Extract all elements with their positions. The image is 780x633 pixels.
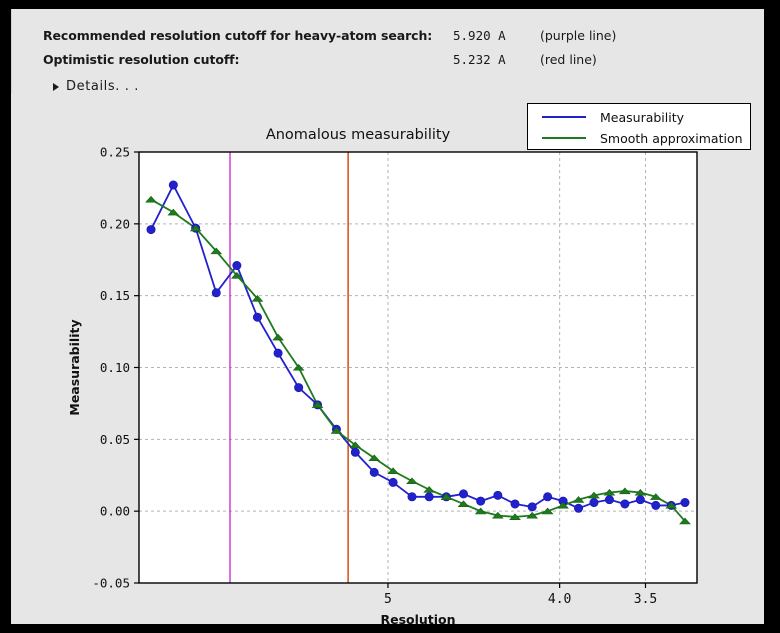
legend-label-measurability: Measurability xyxy=(600,109,685,125)
legend-entry-measurability: Measurability xyxy=(528,106,750,128)
xtick-label: 3.5 xyxy=(634,592,657,607)
marker-measurability xyxy=(424,492,434,502)
marker-measurability xyxy=(294,383,304,393)
marker-measurability xyxy=(168,180,178,190)
marker-measurability xyxy=(510,499,520,509)
marker-measurability xyxy=(543,492,553,502)
ytick-label: 0.10 xyxy=(100,360,130,375)
xtick-label: 5 xyxy=(384,592,392,607)
marker-smooth-approximation xyxy=(619,487,631,495)
marker-measurability xyxy=(620,499,630,509)
marker-measurability xyxy=(574,503,584,513)
marker-smooth-approximation xyxy=(634,488,647,496)
marker-measurability xyxy=(211,288,221,298)
legend-label-smooth-approximation: Smooth approximation xyxy=(600,130,743,146)
ytick-label: -0.05 xyxy=(92,576,130,591)
marker-smooth-approximation xyxy=(210,247,223,255)
marker-smooth-approximation xyxy=(167,208,180,216)
marker-smooth-approximation xyxy=(311,401,324,408)
details-disclosure[interactable]: Details. . . xyxy=(53,79,139,94)
marker-smooth-approximation xyxy=(145,195,157,203)
marker-smooth-approximation xyxy=(665,501,678,509)
optimistic-cutoff-value: 5.232 A xyxy=(453,52,506,67)
marker-smooth-approximation xyxy=(457,500,470,508)
ytick-label: 0.15 xyxy=(100,288,130,303)
ytick-label: 0.00 xyxy=(100,504,130,519)
marker-smooth-approximation xyxy=(423,486,436,493)
anomalous-measurability-chart: -0.05 0.00 0.05 0.10 0.15 0.20 0.25 5 4.0 3.5 Anom… xyxy=(67,127,698,624)
optimistic-cutoff-note: (red line) xyxy=(540,52,597,67)
chart-title: Anomalous measurability xyxy=(266,127,451,143)
marker-smooth-approximation xyxy=(541,507,554,515)
marker-smooth-approximation xyxy=(679,517,691,525)
marker-measurability xyxy=(651,500,661,510)
marker-smooth-approximation xyxy=(491,511,504,519)
marker-smooth-approximation xyxy=(272,333,284,341)
marker-smooth-approximation xyxy=(349,441,362,449)
y-axis-label: Measurability xyxy=(67,319,82,415)
optimistic-cutoff-row: Optimistic resolution cutoff: 5.232 A (r… xyxy=(43,52,597,67)
marker-measurability xyxy=(458,489,468,499)
recommended-cutoff-note: (purple line) xyxy=(540,28,617,43)
marker-measurability xyxy=(589,498,599,508)
marker-measurability xyxy=(146,225,156,235)
marker-measurability xyxy=(388,477,398,487)
marker-smooth-approximation xyxy=(330,427,343,434)
legend-entry-smooth-approximation: Smooth approximation xyxy=(528,127,750,149)
recommended-cutoff-label: Recommended resolution cutoff for heavy-… xyxy=(43,28,433,43)
marker-smooth-approximation xyxy=(509,513,521,520)
marker-measurability xyxy=(350,447,360,457)
marker-smooth-approximation xyxy=(588,491,600,499)
marker-smooth-approximation xyxy=(649,493,662,500)
marker-smooth-approximation xyxy=(368,454,381,462)
marker-smooth-approximation xyxy=(526,511,539,519)
ytick-label: 0.05 xyxy=(100,432,130,447)
marker-smooth-approximation xyxy=(189,224,202,232)
marker-smooth-approximation xyxy=(230,271,243,279)
marker-measurability xyxy=(680,498,690,508)
chart-figure: -0.05 0.00 0.05 0.10 0.15 0.20 0.25 5 4.0 3.5 Anom… xyxy=(11,93,764,624)
marker-measurability xyxy=(493,490,503,500)
recommended-cutoff-row: Recommended resolution cutoff for heavy-… xyxy=(43,28,616,43)
series-group xyxy=(145,180,691,525)
marker-smooth-approximation xyxy=(557,501,569,509)
marker-measurability xyxy=(232,261,242,271)
marker-measurability xyxy=(635,495,645,505)
marker-smooth-approximation xyxy=(406,477,418,485)
marker-measurability xyxy=(369,467,379,477)
marker-measurability xyxy=(407,492,417,502)
legend-swatch-smooth-approximation xyxy=(542,137,586,139)
marker-measurability xyxy=(604,495,614,505)
ytick-label: 0.20 xyxy=(100,216,130,231)
recommended-cutoff-value: 5.920 A xyxy=(453,28,506,43)
legend-swatch-measurability xyxy=(542,116,586,118)
marker-smooth-approximation xyxy=(603,488,616,496)
marker-measurability xyxy=(252,312,262,322)
marker-smooth-approximation xyxy=(251,294,264,302)
ytick-label: 0.25 xyxy=(100,145,130,160)
x-axis-label: Resolution xyxy=(380,612,455,624)
marker-smooth-approximation xyxy=(474,507,487,515)
marker-smooth-approximation xyxy=(387,467,399,474)
optimistic-cutoff-label: Optimistic resolution cutoff: xyxy=(43,52,240,67)
marker-measurability xyxy=(273,348,283,358)
marker-smooth-approximation xyxy=(572,496,585,503)
chart-legend: Measurability Smooth approximation xyxy=(527,103,751,150)
xtick-label: 4.0 xyxy=(548,592,571,607)
marker-measurability xyxy=(527,502,537,512)
triangle-right-icon xyxy=(53,82,59,91)
details-label: Details. . . xyxy=(66,79,139,94)
marker-smooth-approximation xyxy=(292,363,305,371)
marker-measurability xyxy=(476,496,486,506)
marker-smooth-approximation xyxy=(440,493,453,500)
